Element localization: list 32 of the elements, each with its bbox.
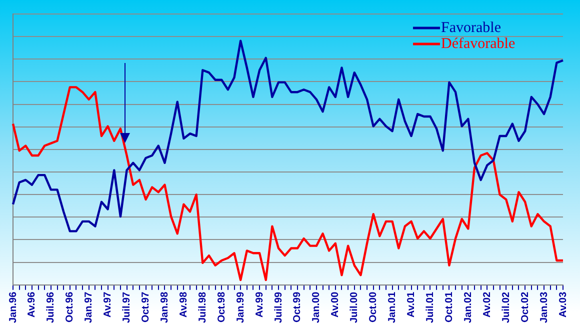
- x-tick-label: Oct.00: [368, 291, 380, 322]
- x-tick-label: Av.97: [102, 291, 114, 318]
- legend-label: Défavorable: [441, 36, 516, 52]
- x-tick-label: Juil.97: [122, 291, 133, 324]
- x-tick-label: Juil.98: [197, 291, 208, 324]
- x-tick-label: Jan.03: [538, 291, 550, 324]
- x-tick-label: Jan.96: [8, 291, 19, 324]
- x-tick-label: Oct.02: [520, 291, 531, 322]
- x-tick-label: Oct.96: [64, 291, 76, 322]
- x-tick-label: Jan.97: [84, 291, 95, 324]
- x-tick-label: Jan.99: [235, 291, 246, 324]
- x-tick-label: Jan.02: [462, 291, 474, 324]
- x-tick-label: Juil.96: [46, 291, 57, 324]
- x-tick-label: Juil.02: [500, 291, 512, 324]
- x-tick-label: Oct.99: [292, 291, 304, 322]
- x-tick-label: Av.03: [558, 291, 569, 318]
- x-tick-label: Oct.98: [216, 291, 228, 322]
- legend-label: Favorable: [441, 20, 502, 36]
- x-tick-label: Av.00: [330, 291, 342, 318]
- x-tick-label: Av.02: [482, 291, 493, 318]
- x-tick-label: Oct.01: [444, 291, 455, 322]
- x-tick-label: Av.01: [406, 291, 418, 318]
- x-tick-label: Jan.00: [311, 291, 322, 324]
- x-tick-label: Oct.97: [140, 291, 152, 322]
- x-tick-label: Jan.98: [159, 291, 170, 324]
- x-tick-label: Juil.99: [273, 291, 284, 324]
- x-tick-label: Av.98: [178, 291, 190, 318]
- x-tick-label: Jan.01: [387, 291, 398, 324]
- x-tick-label: Av.96: [26, 291, 38, 318]
- x-tick-label: Juil.01: [424, 291, 436, 324]
- x-tick-label: Juil.00: [349, 291, 360, 324]
- x-tick-label: Av.99: [254, 291, 266, 318]
